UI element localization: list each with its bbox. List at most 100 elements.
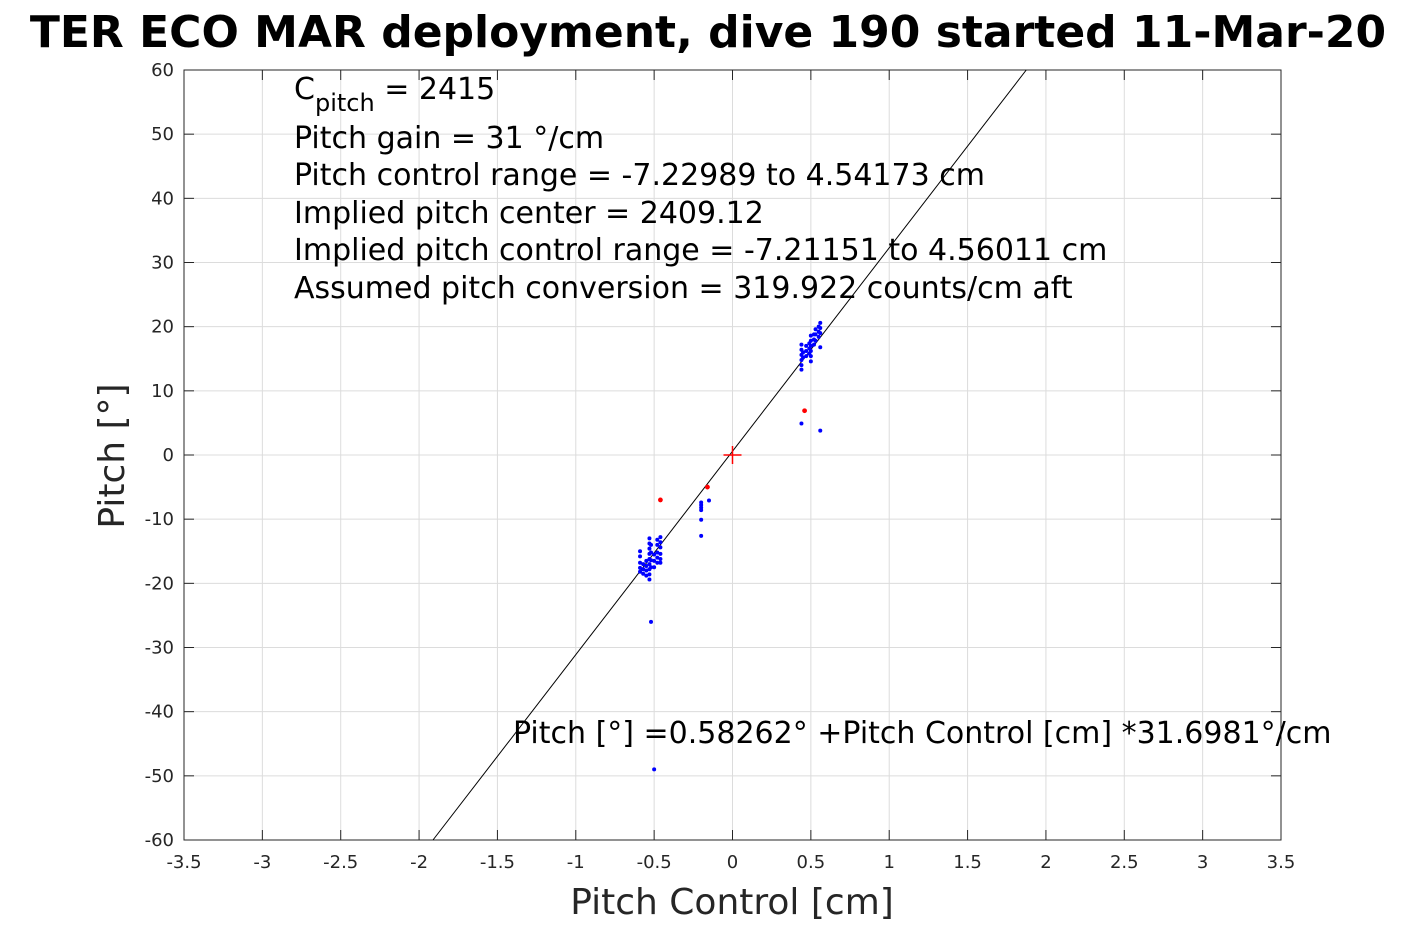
blue-data-point <box>699 508 704 513</box>
x-tick-label: 2 <box>1040 852 1051 873</box>
blue-data-point <box>658 540 663 545</box>
implied-pitch-center-annotation: Implied pitch center = 2409.12 <box>294 196 764 231</box>
c-pitch-symbol: C <box>294 72 315 107</box>
blue-data-point <box>649 619 654 624</box>
blue-data-point <box>638 560 643 565</box>
blue-data-point <box>649 565 654 570</box>
chart-title: TER ECO MAR deployment, dive 190 started… <box>30 7 1386 58</box>
blue-data-point <box>655 542 660 547</box>
blue-data-point <box>652 558 657 563</box>
blue-data-point <box>649 550 654 555</box>
blue-data-point <box>808 343 813 348</box>
red-data-point <box>802 408 807 414</box>
y-tick-label: -30 <box>145 638 174 659</box>
x-tick-label: 2.5 <box>1110 852 1139 873</box>
blue-data-point <box>655 560 660 565</box>
blue-data-point <box>647 536 652 541</box>
blue-data-point <box>706 498 711 503</box>
y-tick-labels: -60 -50 -40 -30 -20 -10 0 10 20 30 40 50 60 <box>145 60 174 851</box>
blue-data-point <box>808 338 813 343</box>
x-tick-label: 0 <box>727 852 738 873</box>
blue-data-point <box>658 535 663 540</box>
blue-data-point <box>813 338 818 343</box>
x-tick-label: -2.5 <box>323 852 358 873</box>
blue-data-point <box>808 349 813 354</box>
blue-data-point <box>658 560 663 565</box>
y-tick-label: 0 <box>163 445 174 466</box>
blue-data-point <box>804 349 809 354</box>
blue-data-point <box>818 345 823 350</box>
axis-ticks <box>183 69 1282 841</box>
y-tick-label: -50 <box>145 766 174 787</box>
c-pitch-annotation: Cpitch = 2415 <box>294 72 495 117</box>
y-tick-label: 40 <box>151 188 174 209</box>
y-tick-label: -10 <box>145 509 174 530</box>
blue-data-point <box>644 573 649 578</box>
y-tick-label: -60 <box>145 830 174 851</box>
blue-data-point <box>804 343 809 348</box>
x-tick-label: -2 <box>410 852 428 873</box>
blue-data-point <box>658 551 663 556</box>
fit-equation-annotation: Pitch [°] =0.58262° +Pitch Control [cm] … <box>513 716 1331 751</box>
blue-data-point <box>808 359 813 364</box>
blue-data-point <box>647 577 652 582</box>
blue-data-point <box>799 367 804 372</box>
x-tick-labels: -3.5 -3 -2.5 -2 -1.5 -1 -0.5 0 0.5 1 1.5 2 2.5 3 3.5 <box>166 852 1295 873</box>
blue-data-point <box>638 549 643 554</box>
blue-data-point <box>813 332 818 337</box>
blue-data-point <box>818 331 823 336</box>
y-tick-label: -20 <box>145 573 174 594</box>
y-tick-label: 20 <box>151 317 174 338</box>
blue-data-point <box>818 320 823 325</box>
blue-data-point <box>649 558 654 563</box>
blue-data-point <box>644 558 649 563</box>
blue-data-point <box>641 571 646 576</box>
blue-data-point <box>647 572 652 577</box>
y-tick-label: 50 <box>151 124 174 145</box>
blue-data-point <box>816 334 821 339</box>
blue-data-point <box>658 556 663 561</box>
x-tick-label: 3.5 <box>1267 852 1296 873</box>
red-data-point <box>658 497 663 503</box>
blue-data-point <box>638 565 643 570</box>
blue-data-point <box>652 565 657 570</box>
blue-data-point <box>655 555 660 560</box>
x-tick-label: 1.5 <box>953 852 982 873</box>
blue-data-point <box>658 545 663 550</box>
x-tick-label: -1.5 <box>480 852 515 873</box>
blue-data-point <box>647 546 652 551</box>
blue-data-point <box>699 517 704 522</box>
y-tick-label: 10 <box>151 381 174 402</box>
data-points <box>638 320 823 772</box>
x-tick-label: 0.5 <box>797 852 826 873</box>
grid <box>183 69 1282 841</box>
c-pitch-subscript: pitch <box>315 89 375 117</box>
blue-data-point <box>638 554 643 559</box>
y-tick-label: -40 <box>145 702 174 723</box>
x-tick-label: -0.5 <box>637 852 672 873</box>
blue-data-point <box>644 568 649 573</box>
assumed-pitch-conversion-annotation: Assumed pitch conversion = 319.922 count… <box>294 271 1073 306</box>
blue-data-point <box>808 333 813 338</box>
blue-data-point <box>801 355 806 360</box>
blue-data-point <box>799 363 804 368</box>
x-tick-label: -3 <box>253 852 271 873</box>
x-axis-label: Pitch Control [cm] <box>570 882 894 923</box>
blue-data-point <box>799 421 804 426</box>
blue-data-point <box>799 342 804 347</box>
blue-data-point <box>808 354 813 359</box>
blue-data-point <box>818 428 823 433</box>
blue-data-point <box>641 562 646 567</box>
blue-data-point <box>811 342 816 347</box>
y-tick-label: 60 <box>151 60 174 81</box>
blue-data-point <box>818 325 823 330</box>
y-tick-label: 30 <box>151 253 174 274</box>
y-axis-label: Pitch [°] <box>92 383 133 528</box>
c-pitch-value: = 2415 <box>375 72 496 107</box>
blue-data-point <box>641 567 646 572</box>
x-tick-label: 1 <box>883 852 894 873</box>
blue-data-point <box>699 533 704 538</box>
x-tick-label: -3.5 <box>166 852 201 873</box>
blue-data-point <box>649 542 654 547</box>
